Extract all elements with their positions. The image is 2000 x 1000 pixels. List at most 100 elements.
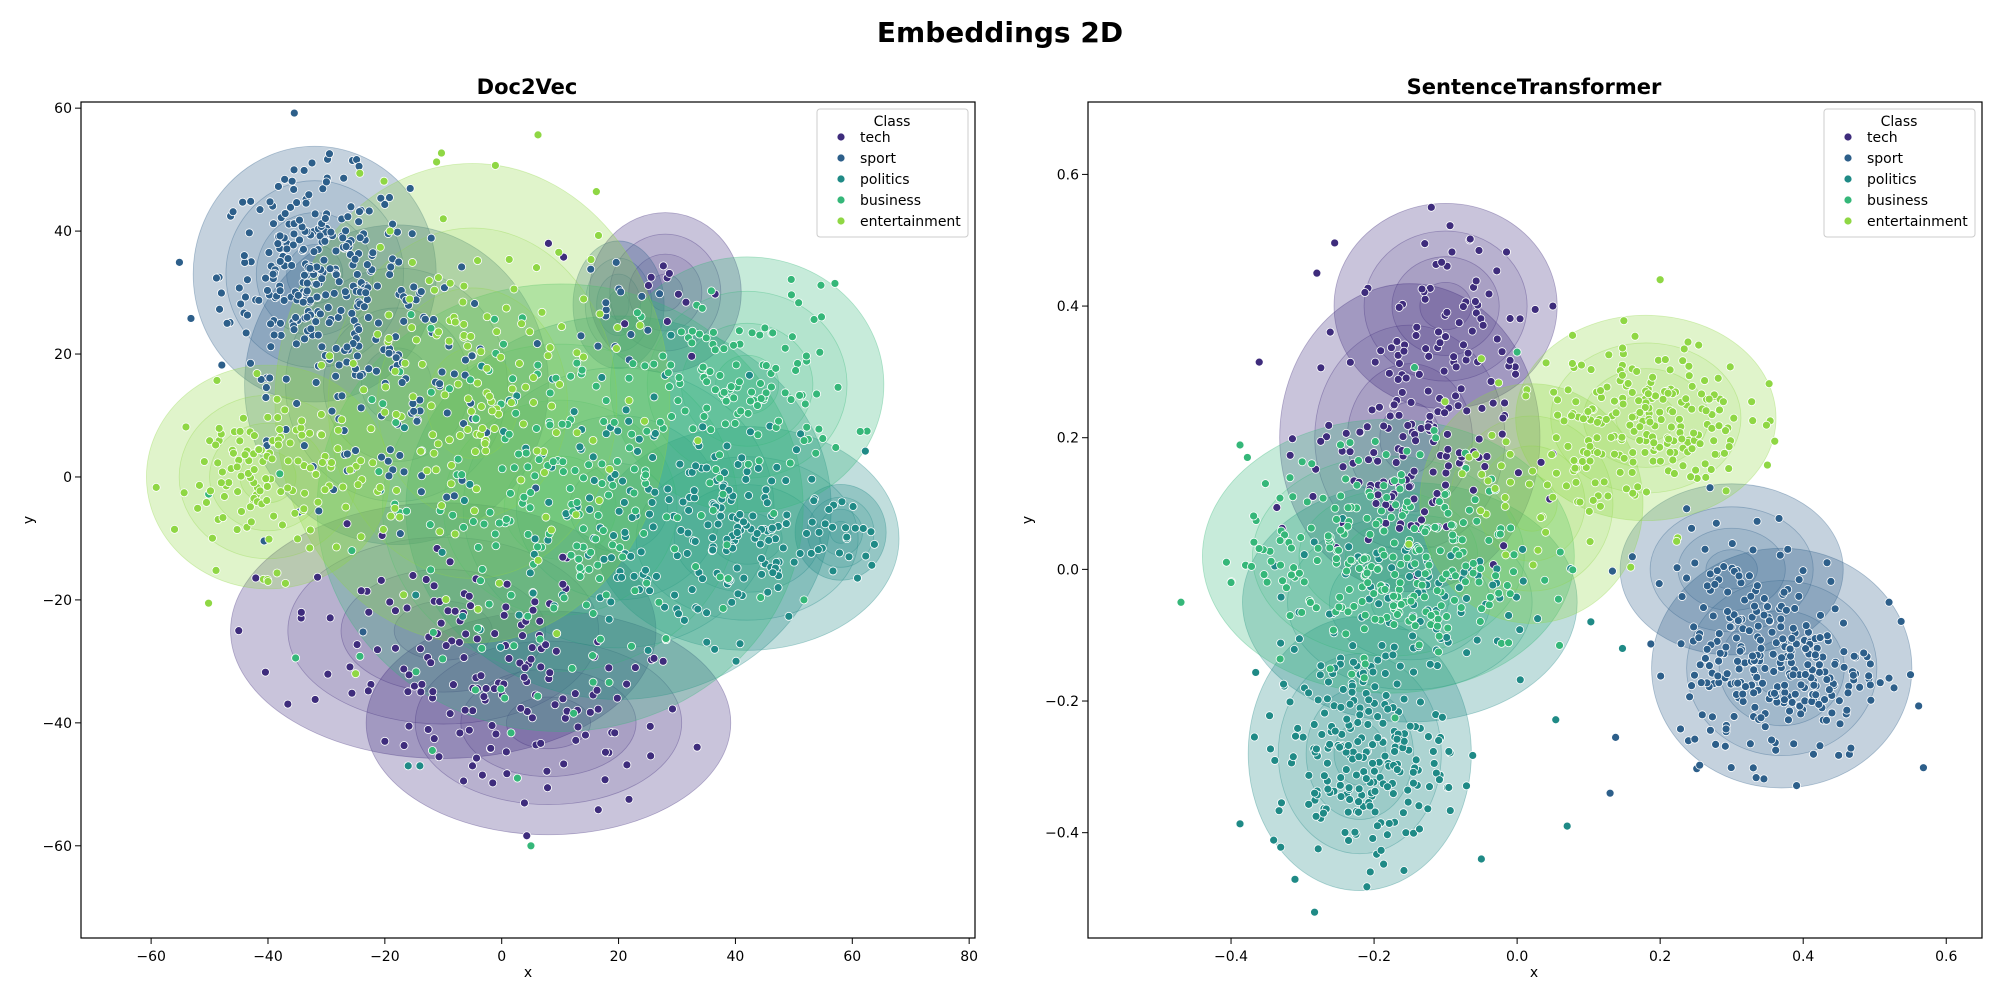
point-business xyxy=(1429,426,1439,435)
point-tech xyxy=(1389,400,1399,410)
point-business xyxy=(588,677,598,687)
density-contour-sport xyxy=(572,240,665,370)
point-politics xyxy=(741,474,751,484)
point-entertainment xyxy=(1648,372,1657,382)
point-business xyxy=(473,542,483,552)
point-business xyxy=(402,506,411,516)
point-sport xyxy=(1779,587,1789,597)
point-business xyxy=(485,507,495,517)
point-sport xyxy=(1712,566,1722,576)
point-politics xyxy=(1368,740,1377,750)
point-tech xyxy=(1395,523,1404,533)
point-entertainment xyxy=(554,247,564,257)
point-politics xyxy=(1363,720,1373,729)
point-entertainment xyxy=(375,483,385,492)
point-business xyxy=(1341,629,1351,639)
point-business xyxy=(548,457,558,467)
y-axis-label-doc2vec: y xyxy=(21,516,37,524)
point-business xyxy=(794,298,804,308)
point-sport xyxy=(1749,688,1759,698)
point-tech xyxy=(1439,366,1449,376)
point-politics xyxy=(781,476,791,485)
point-sport xyxy=(416,487,426,497)
point-sport xyxy=(1848,670,1858,680)
point-entertainment xyxy=(1500,501,1510,511)
point-politics xyxy=(767,476,777,486)
point-tech xyxy=(1486,377,1496,386)
point-sport xyxy=(1676,639,1686,649)
point-business xyxy=(1288,492,1298,502)
point-business xyxy=(591,381,601,391)
point-sport xyxy=(1801,621,1811,630)
point-entertainment xyxy=(1632,367,1642,376)
point-sport xyxy=(319,255,329,265)
point-sport xyxy=(1654,579,1664,589)
point-sport xyxy=(350,254,360,264)
point-entertainment xyxy=(426,401,436,411)
point-entertainment xyxy=(1764,379,1774,389)
point-entertainment xyxy=(1660,355,1670,364)
point-business xyxy=(624,373,634,383)
point-tech xyxy=(342,519,352,529)
point-business xyxy=(1420,527,1430,537)
point-tech xyxy=(1467,326,1477,336)
point-business xyxy=(1259,570,1269,579)
point-politics xyxy=(1368,834,1378,843)
point-business xyxy=(753,401,762,410)
point-politics xyxy=(1323,694,1332,704)
point-politics xyxy=(614,506,624,516)
point-tech xyxy=(518,631,527,641)
point-entertainment xyxy=(1664,434,1673,444)
point-tech xyxy=(1505,355,1515,365)
point-business xyxy=(1431,433,1441,443)
point-entertainment xyxy=(588,435,598,445)
point-entertainment xyxy=(594,496,604,505)
point-politics xyxy=(601,429,611,439)
point-business xyxy=(649,359,659,369)
point-sport xyxy=(275,231,285,241)
point-tech xyxy=(487,721,497,730)
point-sport xyxy=(1769,667,1779,676)
point-entertainment xyxy=(1656,415,1666,424)
point-politics xyxy=(1355,710,1365,720)
point-sport xyxy=(1733,678,1743,688)
point-entertainment xyxy=(1541,527,1551,537)
point-sport xyxy=(320,236,330,246)
point-sport xyxy=(1732,633,1741,643)
point-entertainment xyxy=(229,448,238,458)
point-tech xyxy=(558,694,568,704)
point-business xyxy=(1370,614,1380,624)
point-politics xyxy=(643,645,653,655)
point-tech xyxy=(1399,346,1409,356)
point-entertainment xyxy=(1635,408,1645,417)
point-entertainment xyxy=(1584,506,1594,516)
point-sport xyxy=(1830,659,1840,669)
point-politics xyxy=(1364,706,1374,716)
point-entertainment xyxy=(273,440,283,450)
point-sport xyxy=(1824,685,1834,695)
point-sport xyxy=(255,205,265,215)
point-sport xyxy=(289,185,299,194)
point-entertainment xyxy=(472,484,481,494)
point-tech xyxy=(551,646,561,656)
point-politics xyxy=(459,496,469,505)
point-sport xyxy=(1695,660,1705,670)
point-entertainment xyxy=(333,425,343,435)
point-business xyxy=(687,338,697,348)
point-politics xyxy=(1312,744,1321,754)
point-tech xyxy=(364,607,374,617)
point-entertainment xyxy=(218,513,228,522)
point-sport xyxy=(1722,669,1732,679)
point-tech xyxy=(1401,373,1411,383)
point-business xyxy=(674,373,684,382)
point-tech xyxy=(436,618,446,628)
point-entertainment xyxy=(1701,472,1711,482)
point-tech xyxy=(1412,322,1422,332)
point-sport xyxy=(364,364,374,374)
point-politics xyxy=(1345,699,1355,709)
point-entertainment xyxy=(441,595,451,604)
point-sport xyxy=(302,312,312,322)
point-business xyxy=(586,547,596,557)
point-entertainment xyxy=(272,568,282,578)
point-business xyxy=(1389,620,1399,629)
